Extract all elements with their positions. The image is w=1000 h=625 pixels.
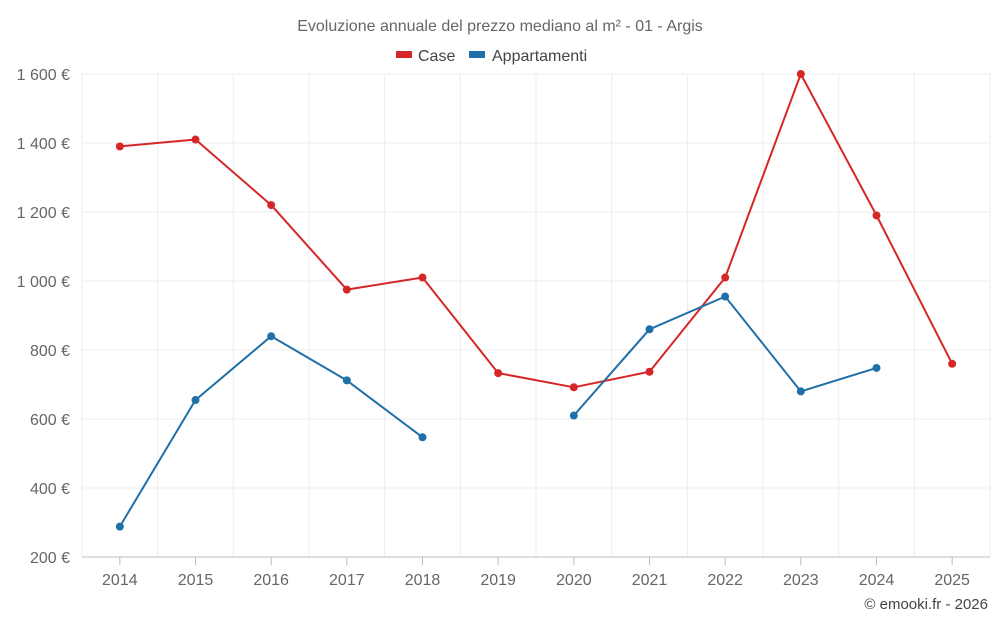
data-point-appartamenti[interactable] bbox=[872, 363, 881, 372]
series-line-appartamenti bbox=[118, 335, 424, 528]
series-layer bbox=[115, 70, 957, 531]
x-tick-label: 2019 bbox=[480, 572, 516, 589]
data-point-appartamenti[interactable] bbox=[191, 396, 200, 405]
legend-swatch-case bbox=[396, 51, 412, 58]
data-point-case[interactable] bbox=[796, 70, 805, 78]
series-line-appartamenti bbox=[573, 295, 877, 417]
x-tick-label: 2023 bbox=[783, 572, 819, 589]
legend-label-case: Case bbox=[418, 48, 455, 65]
x-tick-label: 2022 bbox=[707, 572, 743, 589]
x-tick-label: 2024 bbox=[859, 572, 895, 589]
data-point-case[interactable] bbox=[569, 383, 578, 392]
legend-item-appartamenti[interactable]: Appartamenti bbox=[469, 48, 587, 65]
y-tick-label: 800 € bbox=[30, 343, 70, 360]
y-tick-label: 1 400 € bbox=[17, 136, 70, 153]
data-point-case[interactable] bbox=[342, 285, 351, 294]
x-tick-label: 2014 bbox=[102, 572, 138, 589]
y-tick-label: 200 € bbox=[30, 550, 70, 567]
y-tick-label: 1 600 € bbox=[17, 67, 70, 84]
data-point-case[interactable] bbox=[494, 369, 503, 378]
legend-label-appartamenti: Appartamenti bbox=[492, 48, 587, 65]
data-point-appartamenti[interactable] bbox=[418, 433, 427, 442]
data-point-case[interactable] bbox=[191, 135, 200, 144]
credit-text: © emooki.fr - 2026 bbox=[864, 596, 988, 613]
x-tick-label: 2015 bbox=[178, 572, 214, 589]
x-tick-label: 2016 bbox=[253, 572, 289, 589]
data-point-appartamenti[interactable] bbox=[569, 411, 578, 420]
data-point-appartamenti[interactable] bbox=[645, 325, 654, 334]
x-tick-label: 2017 bbox=[329, 572, 365, 589]
series-appartamenti bbox=[115, 292, 881, 531]
grid bbox=[81, 73, 991, 557]
data-point-appartamenti[interactable] bbox=[342, 376, 351, 385]
axes: 200 € 400 € 600 € 800 € 1 000 € 1 200 € 1 400 … bbox=[17, 67, 990, 589]
y-tick-label: 1 000 € bbox=[17, 274, 70, 291]
y-tick-label: 400 € bbox=[30, 481, 70, 498]
series-case bbox=[115, 70, 957, 392]
x-tick-label: 2018 bbox=[405, 572, 441, 589]
legend: Case Appartamenti bbox=[396, 48, 587, 65]
data-point-appartamenti[interactable] bbox=[721, 292, 730, 301]
y-tick-label: 600 € bbox=[30, 412, 70, 429]
data-point-case[interactable] bbox=[645, 367, 654, 376]
chart-title: Evoluzione annuale del prezzo mediano al… bbox=[297, 18, 703, 35]
series-line-case bbox=[119, 73, 954, 389]
data-point-case[interactable] bbox=[418, 273, 427, 282]
data-point-case[interactable] bbox=[721, 273, 730, 282]
data-point-appartamenti[interactable] bbox=[267, 332, 276, 341]
legend-swatch-appartamenti bbox=[469, 51, 485, 58]
data-point-case[interactable] bbox=[872, 211, 881, 220]
y-tick-label: 1 200 € bbox=[17, 205, 70, 222]
data-point-case[interactable] bbox=[267, 201, 276, 210]
x-tick-label: 2020 bbox=[556, 572, 592, 589]
legend-item-case[interactable]: Case bbox=[396, 48, 455, 65]
data-point-appartamenti[interactable] bbox=[796, 387, 805, 396]
x-tick-label: 2021 bbox=[632, 572, 668, 589]
x-tick-label: 2025 bbox=[934, 572, 970, 589]
data-point-appartamenti[interactable] bbox=[115, 522, 124, 531]
data-point-case[interactable] bbox=[948, 359, 957, 368]
data-point-case[interactable] bbox=[115, 142, 124, 151]
